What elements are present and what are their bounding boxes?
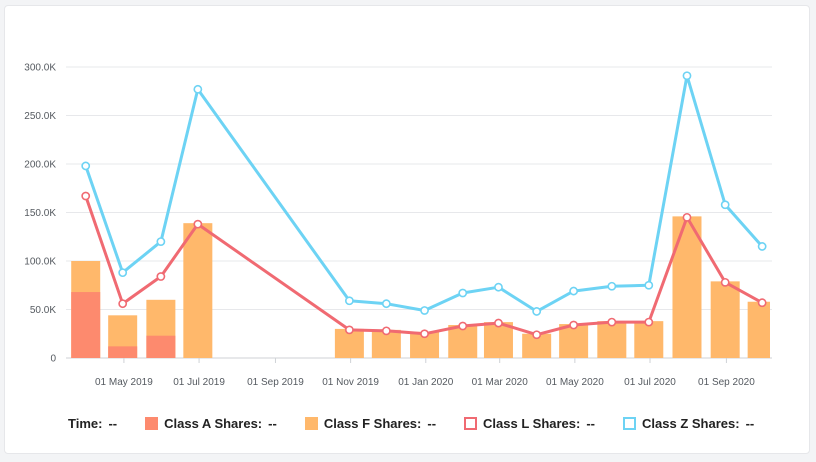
legend-time-label: Time: xyxy=(68,415,103,431)
point-class-z xyxy=(494,282,503,292)
point-class-z xyxy=(118,268,128,278)
line-points xyxy=(81,71,767,340)
legend-swatch-class-a xyxy=(145,416,159,430)
point-class-z xyxy=(458,288,468,298)
bar-series xyxy=(71,216,770,358)
legend-swatch-class-l xyxy=(464,416,478,430)
x-tick-label: 01 Jul 2019 xyxy=(173,377,225,388)
point-class-l xyxy=(569,320,579,330)
legend-time-value: -- xyxy=(108,415,118,431)
legend-time: Time: -- xyxy=(68,416,117,431)
point-class-l xyxy=(156,272,166,281)
x-tick-label: 01 Nov 2019 xyxy=(322,377,379,388)
point-class-l xyxy=(757,298,767,308)
point-class-l xyxy=(81,191,91,201)
x-axis: 01 May 2019 01 Jul 2019 01 Sep 2019 01 Nov … xyxy=(95,358,755,388)
bar-class-f xyxy=(183,223,213,358)
x-tick-label: 01 Mar 2020 xyxy=(472,377,529,388)
bar-class-f xyxy=(634,321,664,358)
legend-item-class-z[interactable]: Class Z Shares: -- xyxy=(623,416,754,431)
point-class-z xyxy=(757,242,767,251)
legend-label-class-l: Class L Shares: xyxy=(483,415,581,431)
point-class-l xyxy=(118,299,128,309)
legend-label-class-f: Class F Shares: xyxy=(323,415,422,431)
bar-class-f xyxy=(672,216,702,358)
legend-swatch-class-f xyxy=(304,416,318,430)
legend-value-class-z: -- xyxy=(745,415,755,431)
y-tick-label: 300.0K xyxy=(24,63,56,74)
legend-item-class-l[interactable]: Class L Shares: -- xyxy=(464,416,595,431)
legend-item-class-f[interactable]: Class F Shares: -- xyxy=(304,415,437,431)
point-class-l xyxy=(644,317,654,327)
point-class-l xyxy=(532,330,542,340)
line-class-z xyxy=(84,74,764,313)
y-tick-label: 150.0K xyxy=(24,208,56,219)
legend-value-class-l: -- xyxy=(586,415,596,431)
point-class-l xyxy=(381,326,391,336)
point-class-z xyxy=(607,281,617,291)
bar-class-f xyxy=(747,301,770,358)
point-class-l xyxy=(344,325,354,335)
point-class-z xyxy=(344,296,354,306)
point-class-l xyxy=(458,321,468,331)
bar-class-f xyxy=(559,324,589,358)
line-class-l xyxy=(84,194,764,337)
point-class-z xyxy=(420,306,429,315)
x-tick-label: 01 May 2020 xyxy=(546,377,604,388)
point-class-l xyxy=(494,318,503,328)
point-class-z xyxy=(532,307,542,316)
legend-label-class-z: Class Z Shares: xyxy=(642,415,740,431)
legend-swatch-class-z xyxy=(623,416,637,430)
point-class-z xyxy=(682,71,692,81)
y-axis: 0 50.0K 100.0K 150.0K 200.0K 250.0K 300.0K xyxy=(24,63,56,365)
legend: Time: -- Class A Shares: -- Class F Shar… xyxy=(68,414,782,432)
x-tick-label: 01 Jul 2020 xyxy=(624,377,676,388)
point-class-l xyxy=(193,219,203,229)
bar-class-f xyxy=(483,322,513,358)
bar-class-f xyxy=(448,325,478,358)
bar-class-a xyxy=(146,335,176,358)
point-class-z xyxy=(193,84,203,94)
y-tick-label: 200.0K xyxy=(24,160,56,171)
point-class-z xyxy=(156,237,166,246)
legend-value-class-f: -- xyxy=(427,415,437,431)
bar-class-a xyxy=(71,292,101,358)
x-tick-label: 01 May 2019 xyxy=(95,377,153,388)
point-class-l xyxy=(607,317,617,327)
point-class-z xyxy=(81,161,91,171)
x-tick-label: 01 Jan 2020 xyxy=(398,377,453,388)
bar-class-f xyxy=(710,281,740,358)
y-tick-label: 100.0K xyxy=(24,257,56,268)
point-class-z xyxy=(720,200,730,210)
y-tick-label: 50.0K xyxy=(30,305,56,316)
legend-value-class-a: -- xyxy=(268,415,277,431)
point-class-l xyxy=(420,329,429,339)
bar-class-a xyxy=(108,346,138,358)
x-tick-label: 01 Sep 2020 xyxy=(698,377,755,388)
point-class-l xyxy=(720,277,730,287)
x-tick-label: 01 Sep 2019 xyxy=(247,377,304,388)
y-tick-label: 0 xyxy=(50,354,56,365)
point-class-z xyxy=(644,280,654,290)
legend-item-class-a[interactable]: Class A Shares: -- xyxy=(145,416,277,431)
legend-label-class-a: Class A Shares: xyxy=(164,415,263,431)
point-class-z xyxy=(569,286,579,296)
point-class-l xyxy=(682,212,692,222)
y-tick-label: 250.0K xyxy=(24,111,56,122)
point-class-z xyxy=(381,299,391,309)
bar-class-f xyxy=(597,321,627,358)
line-series xyxy=(84,74,764,337)
